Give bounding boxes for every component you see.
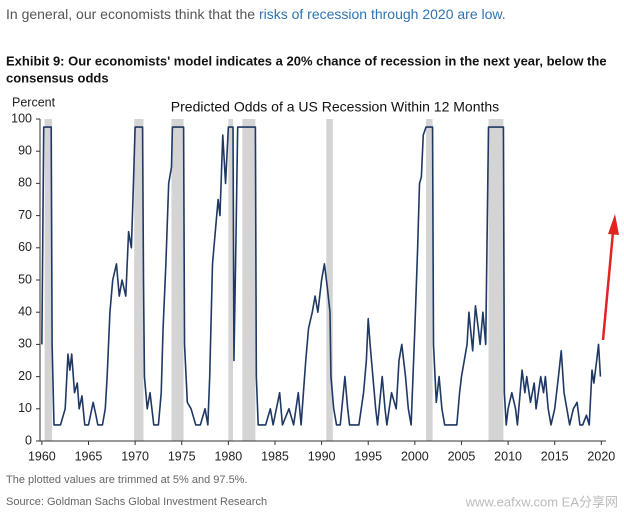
chart-title: Predicted Odds of a US Recession Within … (171, 99, 499, 115)
recession-band (171, 119, 184, 441)
recession-band (228, 119, 234, 441)
y-tick-label: 30 (18, 337, 32, 351)
recession-band (326, 119, 333, 441)
recession-band (488, 119, 504, 441)
y-tick-label: 20 (18, 369, 32, 383)
x-tick-label: 2005 (448, 449, 476, 463)
x-tick-label: 1990 (308, 449, 336, 463)
x-tick-label: 1970 (121, 449, 149, 463)
y-tick-label: 60 (18, 240, 32, 254)
x-tick-label: 1995 (354, 449, 382, 463)
y-tick-label: 40 (18, 304, 32, 318)
header-text: In general, our economists think that th… (6, 6, 259, 22)
arrow-head (608, 214, 619, 235)
recession-band (242, 119, 256, 441)
recession-band (134, 119, 144, 441)
series-line (41, 126, 602, 426)
x-tick-label: 2015 (541, 449, 569, 463)
x-tick-label: 1980 (214, 449, 242, 463)
source: Source: Goldman Sachs Global Investment … (6, 496, 267, 508)
x-tick-label: 1965 (75, 449, 103, 463)
recession-band (44, 119, 53, 441)
y-tick-label: 100 (11, 111, 32, 125)
y-tick-label: 50 (18, 272, 32, 286)
header: In general, our economists think that th… (6, 6, 506, 22)
plot: 0 10 20 30 40 50 60 70 80 90 100 1960 1965 1970 1975 19… (11, 111, 615, 463)
x-tick-label: 2010 (494, 449, 522, 463)
x-tick-label: 1960 (28, 449, 56, 463)
y-tick-label: 70 (18, 208, 32, 222)
header-link[interactable]: risks of recession through 2020 are low. (259, 6, 506, 22)
x-tick-label: 1985 (261, 449, 289, 463)
red-arrow (601, 214, 619, 341)
arrow-shaft (601, 231, 615, 341)
y-tick-label: 10 (18, 401, 32, 415)
x-tick-label: 1975 (168, 449, 196, 463)
y-tick-label: 0 (25, 433, 32, 447)
y-tick-label: 90 (18, 143, 32, 157)
x-tick-label: 2000 (401, 449, 429, 463)
y-tick-label: 80 (18, 176, 32, 190)
footnote: The plotted values are trimmed at 5% and… (6, 474, 248, 486)
exhibit-title: Exhibit 9: Our economists' model indicat… (6, 53, 607, 68)
y-axis-label: Percent (12, 95, 56, 109)
exhibit-title: consensus odds (6, 70, 109, 85)
recession-band (426, 119, 433, 441)
x-tick-label: 2020 (587, 449, 615, 463)
watermark: www.eafxw.com EA分享网 (465, 494, 618, 509)
